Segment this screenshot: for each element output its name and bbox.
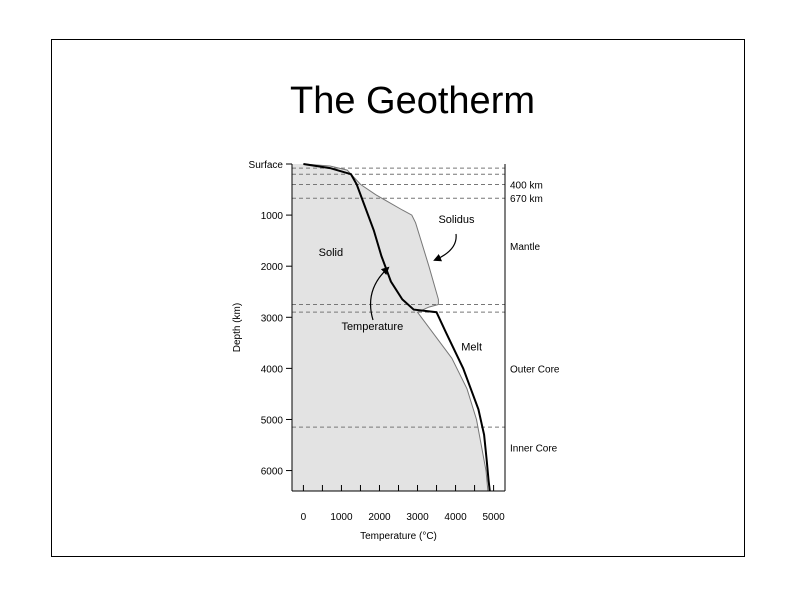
zone-label: Inner Core — [510, 444, 558, 455]
solid-region — [292, 164, 488, 491]
region-label-melt: Melt — [461, 341, 482, 353]
temperature-line — [303, 163, 491, 492]
boundary-label: 670 km — [510, 194, 543, 205]
y-tick-label: 1000 — [261, 211, 284, 222]
y-tick-label: 2000 — [261, 262, 284, 273]
x-tick-label: 2000 — [368, 512, 391, 523]
y-tick-label: 3000 — [261, 313, 284, 324]
x-tick-label: 5000 — [482, 512, 505, 523]
y-axis-title: Depth (km) — [232, 303, 243, 352]
solidus-line — [303, 163, 489, 492]
temperature-annotation: Temperature — [341, 321, 403, 333]
y-tick-label: 4000 — [261, 364, 284, 375]
temperature-arrow — [369, 266, 390, 321]
region-label-solid: Solid — [319, 247, 343, 259]
solidus-annotation: Solidus — [438, 214, 475, 226]
y-tick-label: 5000 — [261, 415, 284, 426]
y-tick-label: 6000 — [261, 467, 284, 478]
slide-title: The Geotherm — [290, 80, 535, 122]
x-tick-label: 1000 — [330, 512, 353, 523]
x-tick-label: 0 — [301, 512, 307, 523]
x-axis-title: Temperature (°C) — [360, 531, 437, 542]
zone-label: Outer Core — [510, 364, 560, 375]
zone-label: Mantle — [510, 242, 540, 253]
solidus-arrow — [433, 233, 457, 262]
x-tick-label: 4000 — [444, 512, 467, 523]
surface-tick-label: Surface — [249, 160, 284, 171]
x-tick-label: 3000 — [406, 512, 429, 523]
boundary-label: 400 km — [510, 180, 543, 191]
